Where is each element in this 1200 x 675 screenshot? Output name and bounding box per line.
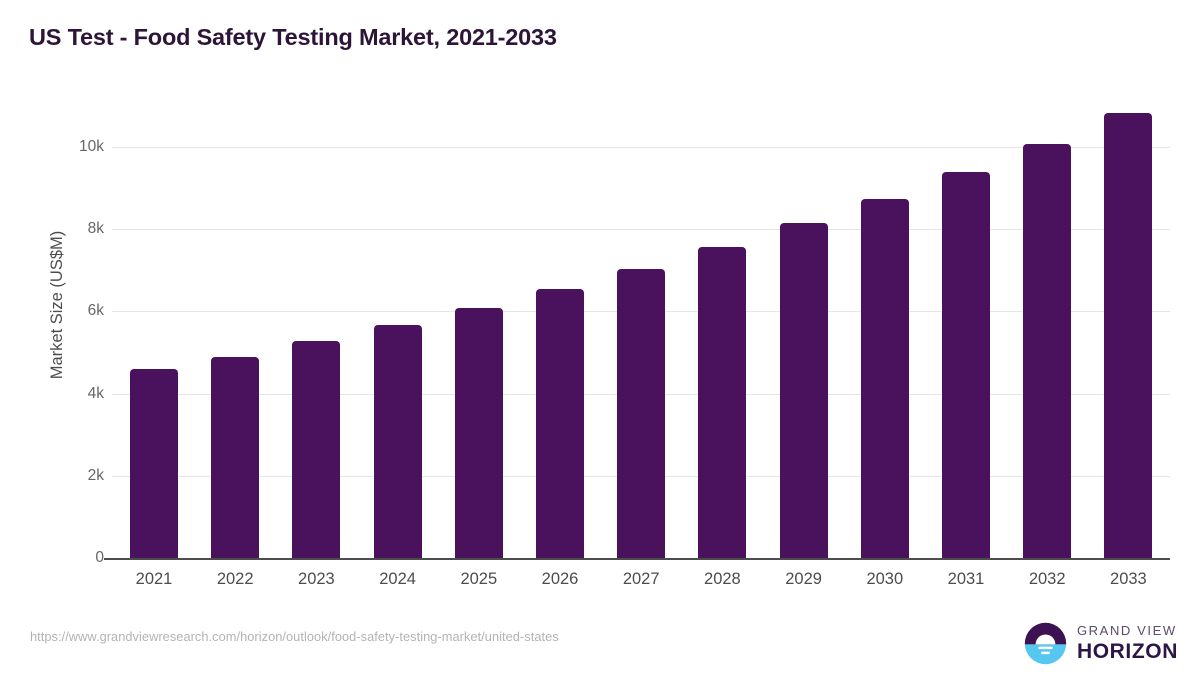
bar-2030[interactable] [860, 198, 909, 558]
x-axis-line [104, 558, 1170, 560]
x-tick-label-2033: 2033 [1110, 570, 1147, 588]
x-tick-label-2025: 2025 [460, 570, 498, 588]
grand-view-horizon-logo[interactable]: GRAND VIEW HORIZON [1023, 620, 1178, 666]
gridline [112, 147, 1170, 148]
x-tick-label-2021: 2021 [135, 570, 173, 588]
logo-top-text: GRAND VIEW [1076, 623, 1177, 638]
logo-wordmark: GRAND VIEW HORIZON [1077, 624, 1178, 662]
bar-2027[interactable] [617, 268, 666, 558]
bar-2031[interactable] [942, 172, 990, 558]
x-tick-label-2031: 2031 [947, 570, 985, 588]
y-tick-label: 2k [87, 466, 104, 484]
bar-2033[interactable] [1104, 112, 1153, 558]
x-tick-label-2023: 2023 [298, 570, 335, 588]
y-tick-label: 8k [87, 220, 104, 238]
page-title: US Test - Food Safety Testing Market, 20… [29, 24, 557, 50]
y-tick-label: 6k [87, 302, 104, 320]
gridline [112, 229, 1170, 231]
bar-2021[interactable] [130, 368, 178, 558]
bar-2024[interactable] [373, 324, 422, 558]
y-tick-label: 0 [95, 549, 104, 566]
bar-2026[interactable] [536, 288, 584, 558]
x-tick-label-2024: 2024 [379, 570, 416, 588]
x-tick-label-2029: 2029 [785, 570, 822, 588]
x-tick-label-2026: 2026 [541, 570, 579, 588]
x-tick-label-2030: 2030 [866, 570, 904, 588]
bar-2022[interactable] [211, 356, 260, 558]
x-tick-label-2022: 2022 [216, 570, 254, 588]
source-url[interactable]: https://www.grandviewresearch.com/horizo… [30, 629, 559, 644]
bar-2028[interactable] [698, 247, 747, 558]
bar-2032[interactable] [1023, 143, 1072, 558]
bar-2029[interactable] [779, 223, 828, 558]
bar-2023[interactable] [292, 340, 341, 558]
x-tick-label-2032: 2032 [1028, 570, 1066, 588]
y-tick-label: 4k [87, 384, 104, 402]
logo-bottom-text: HORIZON [1076, 640, 1178, 663]
y-tick-label: 10k [79, 138, 104, 155]
x-tick-label-2027: 2027 [622, 570, 660, 588]
bar-2025[interactable] [454, 308, 503, 558]
x-tick-label-2028: 2028 [704, 570, 741, 588]
horizon-sun-icon [1024, 622, 1067, 664]
